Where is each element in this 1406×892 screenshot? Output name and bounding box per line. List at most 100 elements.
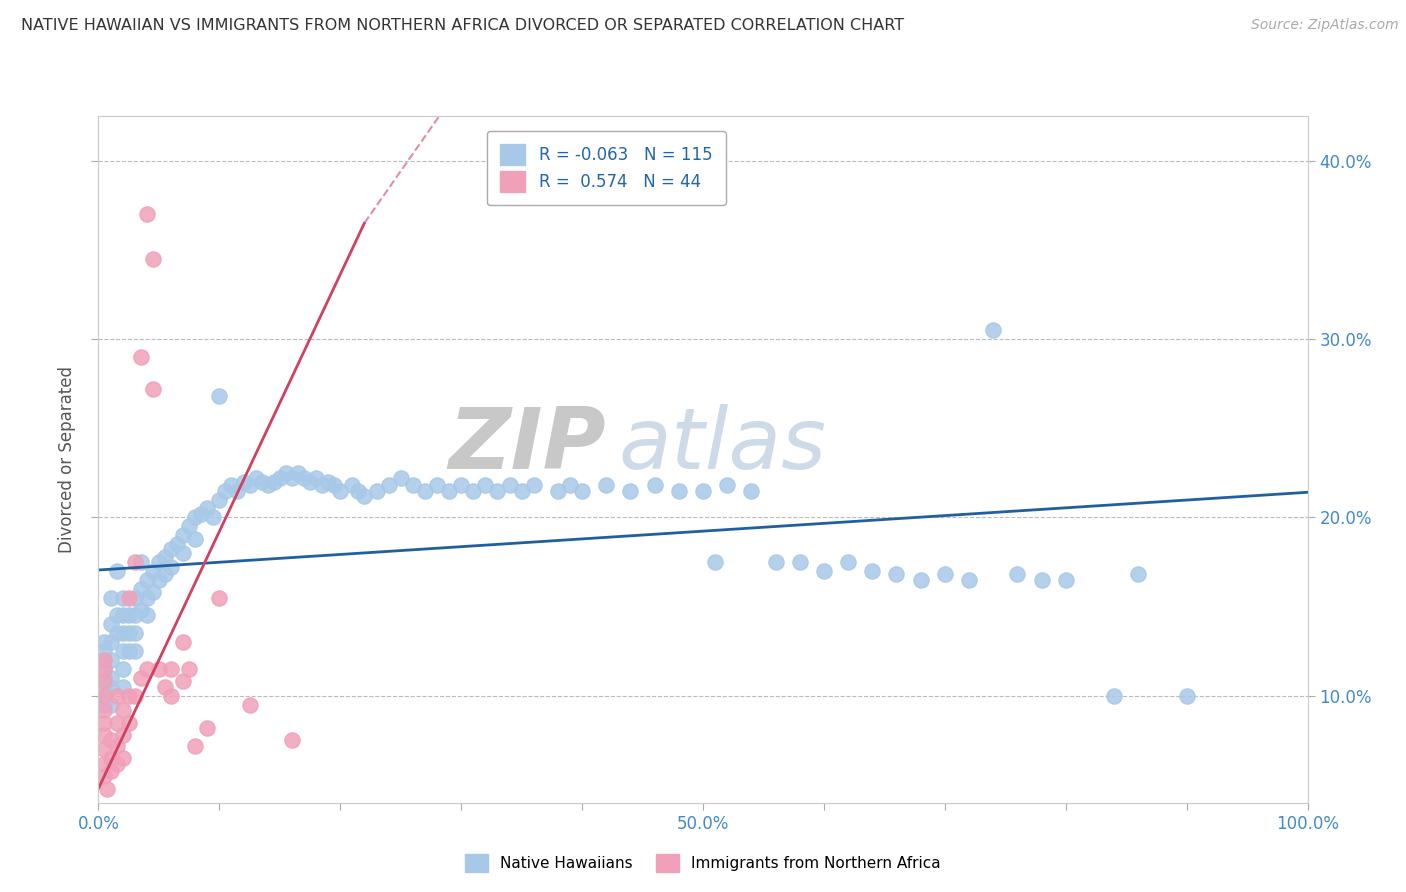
Point: [93, 715, 115, 730]
Point: [93, 689, 115, 703]
Point: [105, 689, 128, 703]
Point: [208, 492, 231, 507]
Point: [100, 698, 122, 712]
Point: [100, 680, 122, 694]
Point: [129, 671, 152, 685]
Point: [118, 591, 141, 605]
Point: [100, 591, 122, 605]
Point: [226, 483, 249, 498]
Point: [366, 483, 388, 498]
Point: [100, 764, 122, 778]
Point: [124, 689, 146, 703]
Point: [886, 567, 908, 582]
Point: [595, 478, 617, 492]
Point: [323, 478, 346, 492]
Point: [105, 608, 128, 623]
Text: ZIP: ZIP: [449, 404, 606, 487]
Point: [202, 510, 225, 524]
Point: [704, 555, 727, 569]
Point: [172, 546, 194, 560]
Point: [179, 519, 201, 533]
Point: [692, 483, 714, 498]
Point: [93, 671, 115, 685]
Text: NATIVE HAWAIIAN VS IMMIGRANTS FROM NORTHERN AFRICA DIVORCED OR SEPARATED CORRELA: NATIVE HAWAIIAN VS IMMIGRANTS FROM NORTH…: [21, 18, 904, 33]
Point: [305, 471, 328, 485]
Point: [184, 532, 207, 546]
Point: [124, 555, 146, 569]
Point: [195, 721, 218, 735]
Point: [274, 466, 297, 480]
Point: [142, 564, 165, 578]
Point: [100, 733, 122, 747]
Point: [342, 478, 364, 492]
Point: [105, 564, 128, 578]
Point: [160, 689, 183, 703]
Point: [287, 466, 309, 480]
Point: [195, 501, 218, 516]
Point: [172, 635, 194, 649]
Point: [981, 323, 1004, 337]
Point: [105, 626, 128, 640]
Point: [118, 608, 141, 623]
Point: [214, 483, 236, 498]
Point: [498, 478, 520, 492]
Point: [93, 703, 115, 717]
Point: [124, 626, 146, 640]
Point: [93, 769, 115, 783]
Point: [100, 635, 122, 649]
Point: [111, 626, 134, 640]
Point: [860, 564, 883, 578]
Point: [221, 478, 243, 492]
Point: [148, 662, 170, 676]
Point: [716, 478, 738, 492]
Text: Source: ZipAtlas.com: Source: ZipAtlas.com: [1251, 18, 1399, 32]
Point: [765, 555, 787, 569]
Y-axis label: Divorced or Separated: Divorced or Separated: [58, 366, 76, 553]
Point: [148, 555, 170, 569]
Point: [1054, 573, 1077, 587]
Point: [250, 475, 273, 489]
Point: [510, 483, 533, 498]
Point: [1007, 567, 1029, 582]
Point: [740, 483, 762, 498]
Point: [437, 483, 460, 498]
Point: [148, 573, 170, 587]
Point: [789, 555, 811, 569]
Point: [111, 751, 134, 765]
Point: [377, 478, 399, 492]
Point: [172, 528, 194, 542]
Point: [934, 567, 956, 582]
Point: [1031, 573, 1053, 587]
Legend: R = -0.063   N = 115, R =  0.574   N = 44: R = -0.063 N = 115, R = 0.574 N = 44: [486, 131, 725, 205]
Point: [232, 475, 254, 489]
Point: [105, 739, 128, 753]
Point: [263, 475, 285, 489]
Point: [389, 471, 412, 485]
Point: [153, 680, 176, 694]
Point: [111, 680, 134, 694]
Point: [93, 756, 115, 771]
Point: [329, 483, 352, 498]
Point: [353, 489, 375, 503]
Point: [299, 475, 322, 489]
Point: [160, 662, 183, 676]
Point: [523, 478, 546, 492]
Point: [184, 739, 207, 753]
Point: [245, 471, 267, 485]
Point: [111, 644, 134, 658]
Point: [93, 698, 115, 712]
Point: [347, 483, 370, 498]
Point: [135, 608, 157, 623]
Point: [129, 603, 152, 617]
Point: [619, 483, 641, 498]
Point: [316, 475, 339, 489]
Point: [111, 728, 134, 742]
Point: [547, 483, 569, 498]
Point: [118, 715, 141, 730]
Point: [1102, 689, 1125, 703]
Point: [142, 585, 165, 599]
Point: [118, 689, 141, 703]
Point: [93, 662, 115, 676]
Point: [281, 733, 304, 747]
Point: [239, 698, 262, 712]
